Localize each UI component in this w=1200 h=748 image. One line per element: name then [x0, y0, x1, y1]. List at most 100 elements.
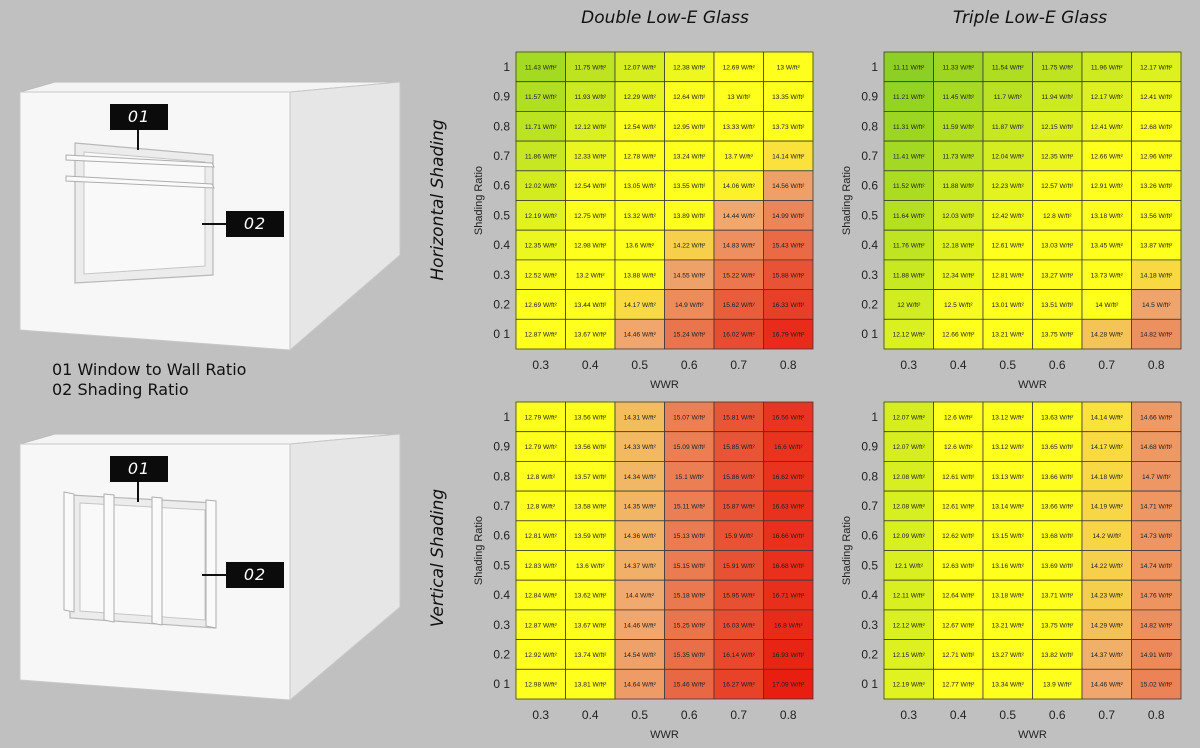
heatmap-cell: [982, 289, 1033, 320]
cell-value-label: 12.92 W/ft²: [525, 652, 558, 659]
cell-value-label: 14.55 W/ft²: [673, 272, 706, 279]
callout-02-bottom: 02: [226, 562, 284, 588]
heatmap-cell: [933, 490, 984, 522]
cell-value-label: 13.56 W/ft²: [574, 414, 607, 421]
x-tick-label: 0.4: [950, 358, 967, 372]
cell-value-label: 14.31 W/ft²: [624, 414, 657, 421]
heatmap-cell: [713, 81, 764, 112]
cell-value-label: 12.5 W/ft²: [944, 302, 973, 309]
cell-value-label: 12.02 W/ft²: [525, 183, 558, 190]
heatmap-cell: [565, 51, 616, 83]
cell-value-label: 14.33 W/ft²: [624, 444, 657, 451]
cell-value-label: 13.75 W/ft²: [1041, 332, 1074, 339]
cell-value-label: 12.04 W/ft²: [992, 153, 1025, 160]
heatmap-cell: [664, 609, 715, 641]
cell-value-label: 13.33 W/ft²: [723, 124, 756, 131]
heatmap-cell: [763, 550, 814, 581]
cell-value-label: 12.19 W/ft²: [525, 213, 558, 220]
cell-value-label: 12.42 W/ft²: [992, 213, 1025, 220]
column-title-double-low-e: Double Low-E Glass: [581, 8, 749, 28]
heatmap-cell: [614, 229, 665, 261]
heatmap-cell: [763, 318, 814, 350]
cell-value-label: 12.75 W/ft²: [574, 213, 607, 220]
heatmap-cell: [1032, 318, 1083, 350]
cell-value-label: 13.26 W/ft²: [1140, 183, 1173, 190]
cell-value-label: 15.62 W/ft²: [723, 302, 756, 309]
cell-value-label: 13.56 W/ft²: [574, 444, 607, 451]
cell-value-label: 12.07 W/ft²: [893, 414, 926, 421]
heatmap-cell: [614, 668, 665, 700]
cell-value-label: 11.57 W/ft²: [525, 94, 558, 101]
heatmap-cell: [1032, 259, 1083, 290]
heatmap-cell: [614, 111, 665, 142]
heatmap-cell: [515, 111, 566, 142]
cell-value-label: 12.63 W/ft²: [942, 563, 975, 570]
callout-02-top: 02: [226, 211, 284, 237]
heatmap-cell: [933, 51, 984, 83]
heatmap-panel-1: 11.43 W/ft² 11.75 W/ft² 12.07 W/ft² 12.38 W…: [473, 51, 814, 391]
cell-value-label: 13.34 W/ft²: [992, 682, 1025, 689]
x-tick-label: 0.6: [681, 358, 698, 372]
heatmap-cell: [1131, 490, 1182, 522]
cell-value-label: 13.58 W/ft²: [574, 503, 607, 510]
cell-value-label: 13.88 W/ft²: [624, 272, 657, 279]
heatmap-cell: [614, 639, 665, 670]
cell-value-label: 15.25 W/ft²: [673, 622, 706, 629]
cell-value-label: 13.05 W/ft²: [624, 183, 657, 190]
cell-value-label: 11.76 W/ft²: [893, 243, 926, 250]
horizontal-fin-1: [65, 154, 215, 168]
cell-value-label: 12.61 W/ft²: [942, 503, 975, 510]
heatmap-cell: [883, 81, 934, 112]
cell-value-label: 16.33 W/ft²: [772, 302, 805, 309]
heatmap-cell: [614, 490, 665, 522]
y-axis-label: Shading Ratio: [841, 516, 853, 585]
cell-value-label: 13.69 W/ft²: [1041, 563, 1074, 570]
heatmap-cell: [614, 51, 665, 83]
y-tick-label: 0.5: [861, 208, 878, 222]
heatmap-cell: [763, 401, 814, 433]
heatmap-cell: [713, 140, 764, 172]
cell-value-label: 11.96 W/ft²: [1091, 64, 1124, 71]
cell-value-label: 13.67 W/ft²: [574, 622, 607, 629]
heatmap-cell: [763, 229, 814, 261]
heatmap-cell: [1032, 460, 1083, 492]
cell-value-label: 12.29 W/ft²: [624, 94, 657, 101]
heatmap-cell: [664, 51, 715, 83]
heatmap-cell: [933, 229, 984, 261]
y-tick-label: 0.4: [493, 238, 510, 252]
y-tick-label: 0.6: [861, 529, 878, 543]
heatmap-cell: [763, 289, 814, 320]
cell-value-label: 13.15 W/ft²: [992, 533, 1025, 540]
y-tick-label: 1: [871, 410, 878, 424]
legend-shading-ratio: 02 Shading Ratio: [52, 380, 189, 399]
heatmap-cell: [933, 639, 984, 670]
heatmap-cell: [1081, 81, 1132, 112]
heatmap-cell: [565, 520, 616, 551]
cell-value-label: 13.24 W/ft²: [673, 153, 706, 160]
cell-value-label: 12.41 W/ft²: [1140, 94, 1173, 101]
heatmap-cell: [763, 431, 814, 462]
y-tick-label: 0.8: [861, 119, 878, 133]
cell-value-label: 11.7 W/ft²: [994, 94, 1023, 101]
column-title-triple-low-e: Triple Low-E Glass: [952, 8, 1108, 28]
heatmap-cell: [1131, 609, 1182, 641]
heatmap-cell: [515, 51, 566, 83]
heatmap-cell: [1032, 550, 1083, 581]
building-bottom-side-wall: [289, 433, 401, 702]
cell-value-label: 13.12 W/ft²: [992, 414, 1025, 421]
x-tick-label: 0.5: [631, 358, 648, 372]
cell-value-label: 14.23 W/ft²: [1091, 593, 1124, 600]
heatmap-cell: [933, 140, 984, 172]
heatmap-cell: [933, 460, 984, 492]
heatmap-cell: [982, 111, 1033, 142]
heatmap-cell: [565, 318, 616, 350]
heatmap-cell: [883, 259, 934, 290]
cell-value-label: 14.22 W/ft²: [673, 243, 706, 250]
cell-value-label: 11.93 W/ft²: [574, 94, 607, 101]
y-axis-label: Shading Ratio: [473, 166, 485, 235]
x-tick-label: 0.3: [532, 708, 549, 722]
x-tick-label: 0.3: [900, 358, 917, 372]
heatmap-cell: [565, 490, 616, 522]
cell-value-label: 15.86 W/ft²: [723, 474, 756, 481]
